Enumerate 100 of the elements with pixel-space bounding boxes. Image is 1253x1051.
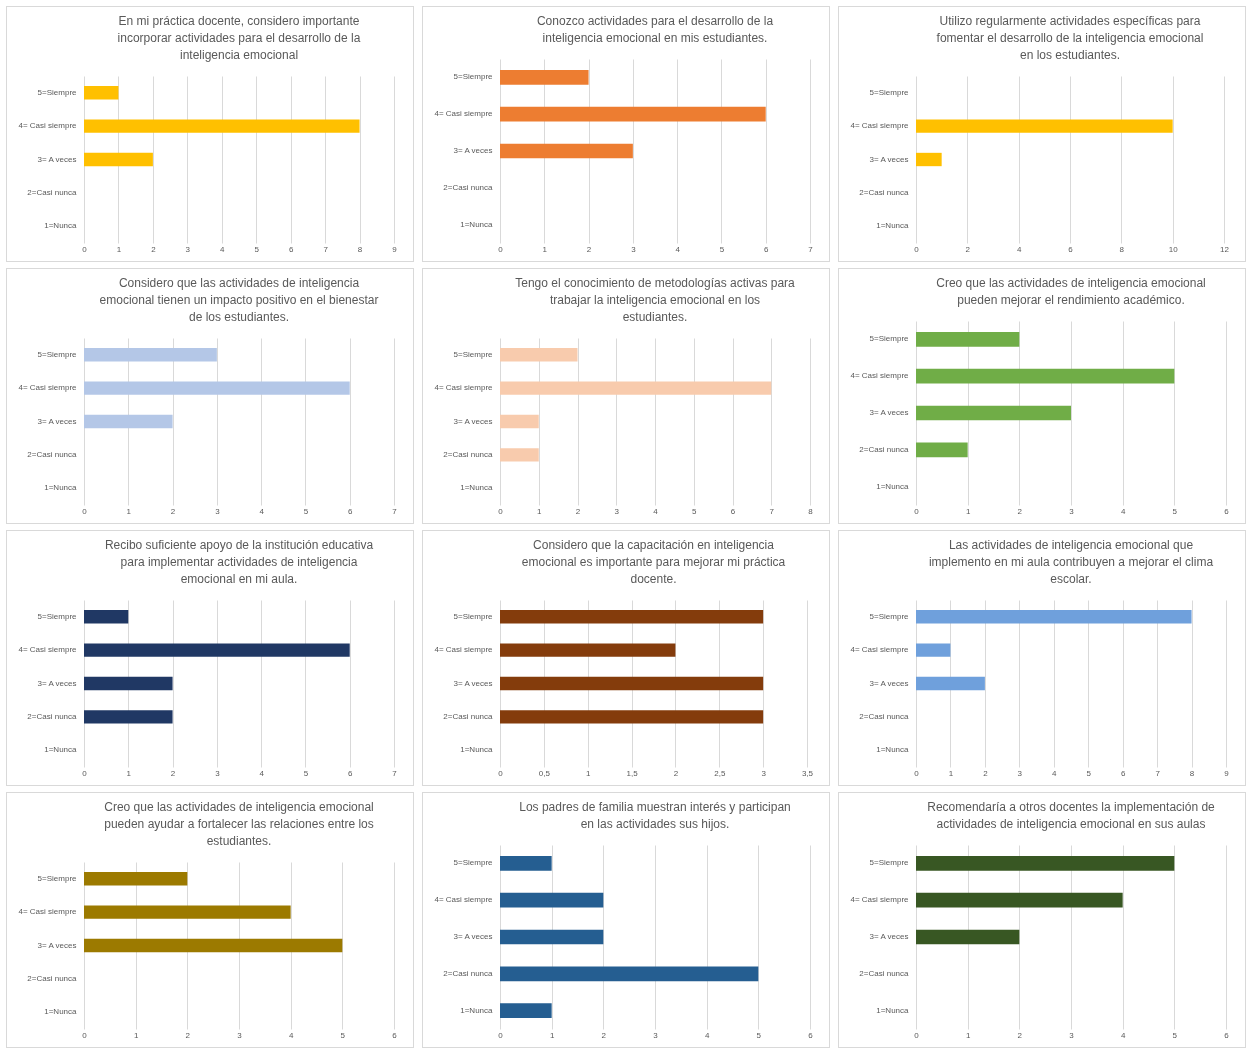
bar: [916, 405, 1071, 421]
y-tick-label: 2=Casi nunca: [27, 449, 78, 459]
bar: [84, 710, 173, 724]
y-tick-label: 1=Nunca: [44, 1007, 78, 1017]
bar: [500, 929, 604, 945]
bar: [500, 1003, 552, 1018]
x-tick-label: 6: [730, 506, 736, 516]
y-tick-label: 3= A veces: [37, 416, 77, 426]
y-tick-label: 4= Casi siempre: [18, 907, 78, 917]
x-tick-label: 3: [215, 768, 221, 778]
x-tick-label: 1: [116, 244, 122, 254]
x-tick-label: 0: [914, 768, 920, 778]
y-tick-label: 3= A veces: [453, 678, 493, 688]
bar: [84, 676, 173, 691]
y-tick-label: 3= A veces: [869, 932, 909, 941]
x-tick-label: 3: [653, 1030, 659, 1040]
x-tick-label: 1: [133, 1030, 139, 1040]
x-tick-label: 1: [965, 1030, 971, 1040]
x-tick-label: 4: [288, 1030, 294, 1040]
x-tick-label: 0: [498, 768, 504, 778]
x-tick-label: 0: [914, 1030, 920, 1040]
x-tick-label: 7: [392, 768, 398, 778]
x-tick-label: 4: [259, 506, 265, 516]
y-tick-label: 5=Siempre: [869, 858, 910, 868]
x-tick-label: 4: [675, 244, 681, 254]
x-tick-label: 5: [340, 1030, 346, 1040]
x-tick-label: 4: [704, 1030, 710, 1040]
bar: [916, 368, 1175, 384]
bar: [500, 448, 539, 462]
x-tick-label: 9: [1224, 768, 1230, 778]
y-tick-label: 1=Nunca: [460, 1005, 494, 1015]
x-tick-label: 7: [323, 244, 329, 254]
bar: [916, 929, 1020, 945]
y-tick-label: 5=Siempre: [869, 87, 910, 97]
y-tick-label: 5=Siempre: [453, 611, 494, 621]
x-tick-label: 7: [769, 506, 775, 516]
bar: [916, 676, 985, 691]
x-tick-label: 0: [82, 768, 88, 778]
bar: [84, 348, 217, 362]
x-tick-label: 3: [761, 768, 767, 778]
x-tick-label: 6: [1068, 244, 1074, 254]
y-tick-label: 5=Siempre: [869, 611, 910, 621]
bar: [500, 143, 633, 159]
bar: [84, 381, 350, 395]
x-tick-label: 4: [653, 506, 659, 516]
bar: [84, 414, 173, 429]
bar: [500, 348, 578, 362]
bar: [84, 86, 119, 100]
x-tick-label: 1: [585, 768, 591, 778]
x-tick-label: 5: [692, 506, 698, 516]
x-tick-label: 7: [1155, 768, 1161, 778]
bar: [84, 905, 291, 919]
chart-title: Tengo el conocimiento de metodologías activas para trabajar la inteligencia emocional en los estudiantes.: [515, 276, 796, 324]
x-tick-label: 6: [1120, 768, 1126, 778]
x-tick-label: 12: [1220, 244, 1230, 254]
y-tick-label: 4= Casi siempre: [850, 895, 910, 905]
y-tick-label: 2=Casi nunca: [443, 449, 494, 459]
x-tick-label: 2: [170, 506, 176, 516]
x-tick-label: 4: [1016, 244, 1022, 254]
bar: [916, 332, 1020, 347]
bar: [916, 856, 1175, 871]
x-tick-label: 7: [392, 506, 398, 516]
x-tick-label: 5: [303, 506, 309, 516]
x-tick-label: 6: [347, 768, 353, 778]
y-tick-label: 2=Casi nunca: [443, 182, 494, 192]
x-tick-label: 0: [914, 244, 920, 254]
y-tick-label: 2=Casi nunca: [859, 187, 910, 197]
y-tick-label: 1=Nunca: [876, 745, 910, 755]
y-tick-label: 3= A veces: [453, 146, 493, 155]
y-tick-label: 1=Nunca: [876, 481, 910, 491]
y-tick-label: 4= Casi siempre: [850, 121, 910, 131]
y-tick-label: 1=Nunca: [44, 483, 78, 493]
chart-title: En mi práctica docente, considero importante incorporar actividades para el desarrollo de la inteligencia emocional: [117, 14, 361, 62]
y-tick-label: 3= A veces: [869, 678, 909, 688]
x-tick-label: 1: [542, 244, 548, 254]
bar: [500, 892, 604, 908]
bar: [500, 414, 539, 429]
y-tick-label: 5=Siempre: [37, 349, 78, 359]
y-tick-label: 5=Siempre: [37, 87, 78, 97]
x-tick-label: 3: [237, 1030, 243, 1040]
x-tick-label: 2: [983, 768, 989, 778]
y-tick-label: 3= A veces: [453, 416, 493, 426]
y-tick-label: 2=Casi nunca: [27, 187, 78, 197]
y-tick-label: 2=Casi nunca: [27, 711, 78, 721]
x-tick-label: 5: [1086, 768, 1092, 778]
y-tick-label: 2=Casi nunca: [443, 968, 494, 978]
x-tick-label: 6: [1224, 1030, 1230, 1040]
y-tick-label: 4= Casi siempre: [850, 371, 910, 381]
y-tick-label: 5=Siempre: [37, 611, 78, 621]
x-tick-label: 2: [170, 768, 176, 778]
x-tick-label: 2: [185, 1030, 191, 1040]
x-tick-label: 2: [151, 244, 157, 254]
x-tick-label: 6: [288, 244, 294, 254]
y-tick-label: 4= Casi siempre: [434, 109, 494, 119]
y-tick-label: 5=Siempre: [453, 72, 494, 82]
y-tick-label: 4= Casi siempre: [850, 645, 910, 655]
y-tick-label: 4= Casi siempre: [434, 895, 494, 905]
chart-title: Creo que las actividades de inteligencia emocional pueden ayudar a fortalecer las relaciones entre los estudiantes.: [104, 800, 374, 848]
x-tick-label: 2: [965, 244, 971, 254]
x-tick-label: 7: [808, 244, 814, 254]
